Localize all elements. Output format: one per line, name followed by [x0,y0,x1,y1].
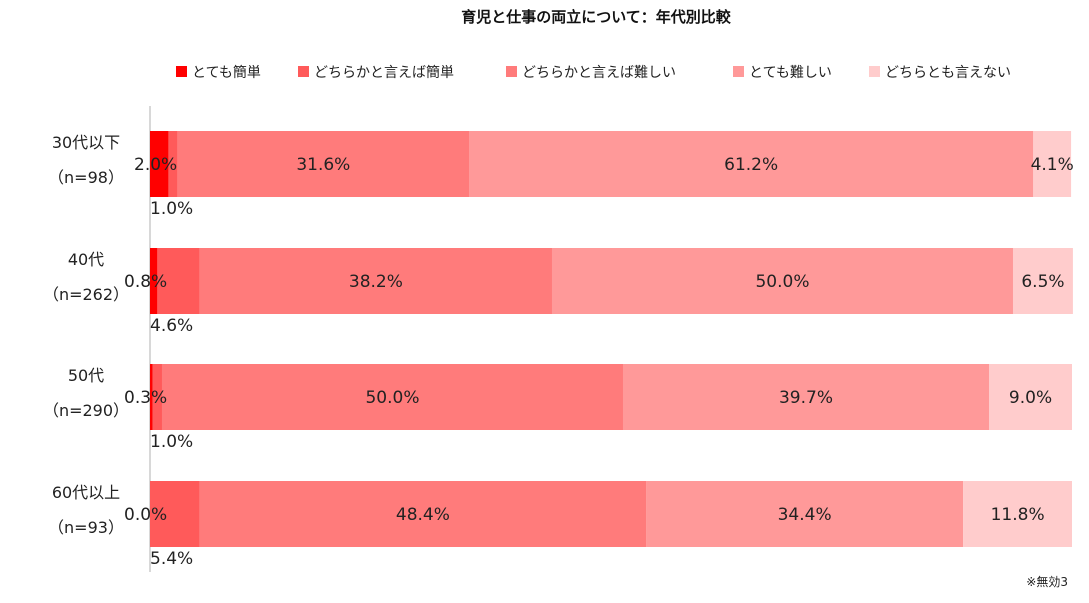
category-label-1: 30代以下 [52,133,120,152]
bar-segment [646,481,964,547]
category-label-4: 60代以上 [52,483,120,502]
data-label: 50.0% [755,272,809,292]
legend-swatch-2 [298,66,309,77]
data-label: 0.8% [124,272,167,292]
legend-label-5: どちらとも言えない [885,65,1011,81]
data-label: 31.6% [296,155,350,175]
data-label: 4.1% [1031,155,1074,175]
bar-segment [469,131,1034,197]
data-label: 1.0% [150,199,193,219]
chart-title: 育児と仕事の両立について：年代別比較 [461,8,732,26]
category-label-3: 50代 [68,366,104,385]
legend-swatch-4 [733,66,744,77]
data-label: 39.7% [779,388,833,408]
category-n-label-2: （n=262） [43,285,129,304]
bar-segment [551,248,1013,314]
bar-segment [150,248,158,314]
data-label: 34.4% [778,505,832,525]
legend-label-3: どちらかと言えば難しい [522,65,676,81]
category-n-label-1: （n=98） [48,168,124,187]
category-label-2: 40代 [68,250,104,269]
bar-segment [1033,131,1072,197]
category-n-label-4: （n=93） [48,518,124,537]
bar-segment [199,481,647,547]
legend-label-1: とても簡単 [192,65,261,81]
bar-segment [157,248,200,314]
bar-segment [152,364,162,430]
bar-segment [199,248,552,314]
legend-swatch-5 [869,66,880,77]
data-label: 11.8% [991,505,1045,525]
data-label: 6.5% [1021,272,1064,292]
bar-segment [1012,248,1073,314]
legend-swatch-1 [176,66,187,77]
bar-segment [168,131,178,197]
bar-segment [622,364,990,430]
bar-segment [150,131,169,197]
data-label: 0.0% [124,505,167,525]
data-label: 50.0% [365,388,419,408]
chart-legend: とても簡単 どちらかと言えば簡単 どちらかと言えば難しい とても難しい どちらとも言えな… [176,65,1011,81]
bar-area: 30代以下 （n=98） 2.0% 1.0% 31.6% 61.2% 4.1% 40代 （n=2… [43,131,1074,569]
bar-segment [150,364,153,430]
legend-label-2: どちらかと言えば簡単 [314,65,454,81]
data-label: 38.2% [349,272,403,292]
category-n-label-3: （n=290） [43,401,129,420]
data-label: 61.2% [724,155,778,175]
bar-segment [150,481,200,547]
footnote: ※無効3 [1026,574,1068,589]
bar-segment [963,481,1072,547]
data-label: 2.0% [134,155,177,175]
data-label: 5.4% [150,549,193,569]
legend-label-4: とても難しい [749,65,832,81]
bar-segment [161,364,623,430]
bar-segment [177,131,470,197]
data-label: 48.4% [396,505,450,525]
data-label: 0.3% [124,388,167,408]
legend-swatch-3 [506,66,517,77]
data-label: 4.6% [150,316,193,336]
data-label: 9.0% [1009,388,1052,408]
data-label: 1.0% [150,432,193,452]
bar-segment [989,364,1072,430]
